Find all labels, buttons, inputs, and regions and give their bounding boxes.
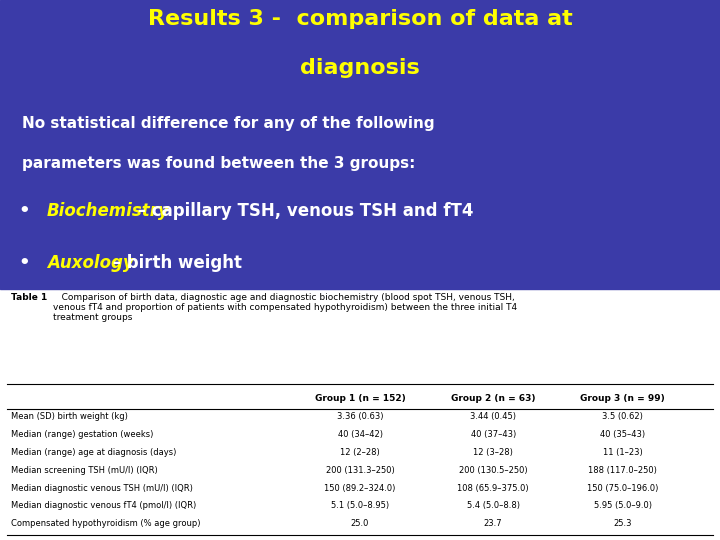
Text: – capillary TSH, venous TSH and fT4: – capillary TSH, venous TSH and fT4 (132, 202, 473, 220)
Text: 200 (131.3–250): 200 (131.3–250) (325, 466, 395, 475)
Text: 25.0: 25.0 (351, 519, 369, 528)
Text: 25.3: 25.3 (613, 519, 632, 528)
Text: 200 (130.5–250): 200 (130.5–250) (459, 466, 528, 475)
Text: 5.1 (5.0–8.95): 5.1 (5.0–8.95) (331, 502, 389, 510)
Text: Median diagnostic venous TSH (mU/l) (IQR): Median diagnostic venous TSH (mU/l) (IQR… (11, 484, 193, 492)
Text: 40 (37–43): 40 (37–43) (471, 430, 516, 439)
Text: Group 2 (n = 63): Group 2 (n = 63) (451, 394, 536, 403)
Text: parameters was found between the 3 groups:: parameters was found between the 3 group… (22, 156, 415, 171)
Text: Median screening TSH (mU/l) (IQR): Median screening TSH (mU/l) (IQR) (11, 466, 158, 475)
Text: •: • (18, 202, 30, 220)
Text: Comparison of birth data, diagnostic age and diagnostic biochemistry (blood spot: Comparison of birth data, diagnostic age… (53, 293, 517, 322)
Text: 188 (117.0–250): 188 (117.0–250) (588, 466, 657, 475)
Text: 23.7: 23.7 (484, 519, 503, 528)
Text: 12 (3–28): 12 (3–28) (473, 448, 513, 457)
Text: 5.4 (5.0–8.8): 5.4 (5.0–8.8) (467, 502, 520, 510)
Text: •: • (18, 254, 30, 272)
Text: Median diagnostic venous fT4 (pmol/l) (IQR): Median diagnostic venous fT4 (pmol/l) (I… (11, 502, 196, 510)
Text: Median (range) gestation (weeks): Median (range) gestation (weeks) (11, 430, 153, 439)
Text: Group 1 (n = 152): Group 1 (n = 152) (315, 394, 405, 403)
Text: 150 (89.2–324.0): 150 (89.2–324.0) (324, 484, 396, 492)
Text: 11 (1–23): 11 (1–23) (603, 448, 643, 457)
Text: Auxology: Auxology (47, 254, 133, 272)
Text: 108 (65.9–375.0): 108 (65.9–375.0) (457, 484, 529, 492)
Text: 5.95 (5.0–9.0): 5.95 (5.0–9.0) (594, 502, 652, 510)
Text: 40 (35–43): 40 (35–43) (600, 430, 645, 439)
Text: 40 (34–42): 40 (34–42) (338, 430, 382, 439)
Text: – birth weight: – birth weight (107, 254, 242, 272)
Text: Table 1: Table 1 (11, 293, 47, 302)
Text: 3.44 (0.45): 3.44 (0.45) (470, 413, 516, 421)
Text: Group 3 (n = 99): Group 3 (n = 99) (580, 394, 665, 403)
Text: Median (range) age at diagnosis (days): Median (range) age at diagnosis (days) (11, 448, 176, 457)
Text: Compensated hypothyroidism (% age group): Compensated hypothyroidism (% age group) (11, 519, 200, 528)
Text: Biochemistry: Biochemistry (47, 202, 170, 220)
Text: 3.5 (0.62): 3.5 (0.62) (603, 413, 643, 421)
Text: 12 (2–28): 12 (2–28) (340, 448, 380, 457)
Text: Mean (SD) birth weight (kg): Mean (SD) birth weight (kg) (11, 413, 127, 421)
Text: 3.36 (0.63): 3.36 (0.63) (337, 413, 383, 421)
Text: Results 3 -  comparison of data at: Results 3 - comparison of data at (148, 9, 572, 29)
Text: No statistical difference for any of the following: No statistical difference for any of the… (22, 116, 434, 131)
Text: 150 (75.0–196.0): 150 (75.0–196.0) (587, 484, 659, 492)
Text: diagnosis: diagnosis (300, 58, 420, 78)
